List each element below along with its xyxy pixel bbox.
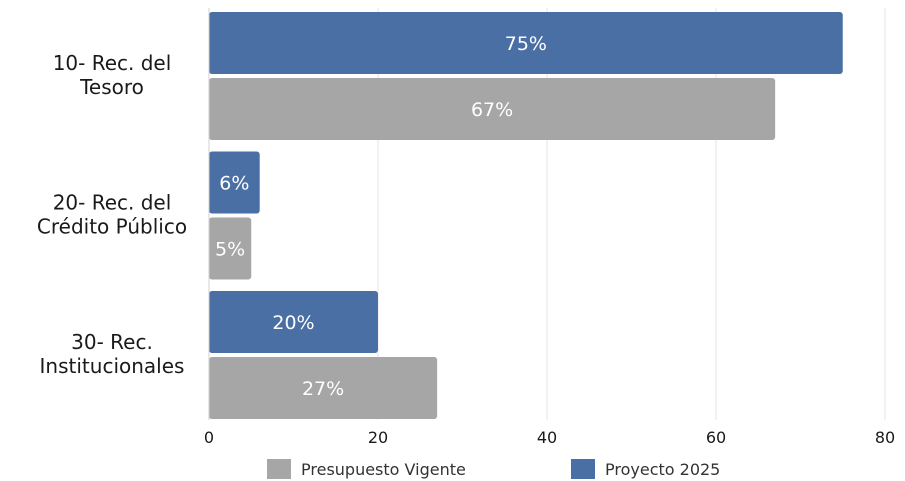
bar-value-label: 20%	[272, 312, 314, 334]
x-tick-label: 40	[537, 428, 557, 447]
x-tick-label: 80	[875, 428, 895, 447]
bars: 75% 67% 6% 5% 20% 27%	[209, 12, 843, 419]
bar-proyecto-2025-1	[209, 151, 260, 214]
bar-value-label: 27%	[302, 378, 344, 400]
bar-presupuesto-vigente-0	[209, 78, 776, 140]
bar-proyecto-2025-0	[209, 12, 843, 74]
bar-value-label: 75%	[505, 33, 547, 55]
bar-proyecto-2025-2	[209, 291, 378, 353]
legend-label: Presupuesto Vigente	[301, 460, 466, 479]
bar-presupuesto-vigente-1	[209, 217, 252, 280]
category-label: 10- Rec. del Tesoro	[53, 51, 172, 99]
legend: Presupuesto Vigente Proyecto 2025	[267, 459, 720, 479]
legend-swatch	[571, 459, 595, 479]
legend-swatch	[267, 459, 291, 479]
x-tick-labels: 0 20 40 60 80	[204, 428, 895, 447]
bar-presupuesto-vigente-2	[209, 357, 438, 419]
category-label: 30- Rec. Institucionales	[40, 330, 185, 378]
category-labels: 10- Rec. del Tesoro 20- Rec. del Crédito Pú…	[37, 51, 187, 378]
legend-label: Proyecto 2025	[605, 460, 720, 479]
category-label: 20- Rec. del Crédito Público	[37, 191, 187, 239]
bar-value-label: 67%	[471, 99, 513, 121]
bar-value-label: 5%	[215, 239, 245, 261]
x-tick-label: 20	[368, 428, 388, 447]
gridlines	[377, 8, 886, 420]
x-tick-label: 0	[204, 428, 214, 447]
x-tick-label: 60	[706, 428, 726, 447]
bar-value-label: 6%	[219, 173, 249, 195]
